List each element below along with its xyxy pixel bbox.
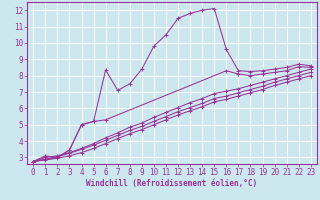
X-axis label: Windchill (Refroidissement éolien,°C): Windchill (Refroidissement éolien,°C): [86, 179, 258, 188]
